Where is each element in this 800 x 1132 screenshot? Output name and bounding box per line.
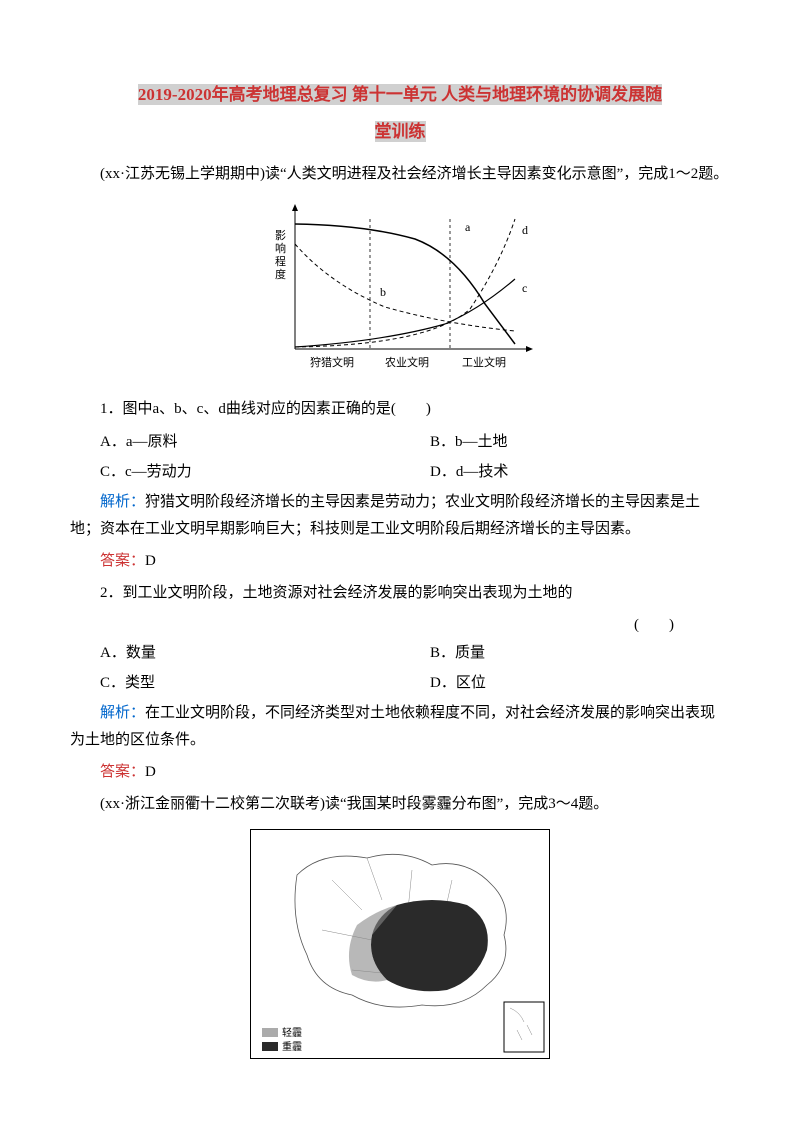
svg-text:响: 响 [275,242,286,255]
curve-d [295,219,515,347]
q1-option-d: D．d—技术 [400,458,730,487]
q2-answer-value: D [145,764,156,780]
title-text-1: 2019-2020年高考地理总复习 第十一单元 人类与地理环境的协调发展随 [138,85,662,104]
q1-answer-value: D [145,553,156,569]
q1-option-c: C．c—劳动力 [70,458,400,487]
answer-label-2: 答案： [100,764,145,780]
map-svg: 轻霾 重霾 [252,830,548,1056]
legend-light-icon [262,1028,278,1037]
q2-stem-trailing: ( ) [70,612,730,639]
q2-options-row1: A．数量 B．质量 [70,639,730,668]
q2-option-a: A．数量 [70,639,400,668]
q1-analysis: 解析：狩猎文明阶段经济增长的主导因素是劳动力；农业文明阶段经济增长的主导因素是土… [70,489,730,545]
y-axis-label: 影 [275,229,286,242]
q1-option-b: B．b—土地 [400,428,730,457]
china-map: 轻霾 重霾 [250,829,550,1059]
answer-label: 答案： [100,553,145,569]
q2-stem: 2．到工业文明阶段，土地资源对社会经济发展的影响突出表现为土地的 [70,580,730,608]
analysis-label: 解析： [100,494,145,510]
q1-answer: 答案：D [70,548,730,576]
intro2-paragraph: (xx·浙江金丽衢十二校第二次联考)读“我国某时段雾霾分布图”，完成3～4题。 [70,791,730,819]
q1-analysis-text: 狩猎文明阶段经济增长的主导因素是劳动力；农业文明阶段经济增长的主导因素是土地；资… [70,494,700,538]
label-a: a [465,220,471,234]
x-cat-1: 狩猎文明 [310,355,354,369]
legend-heavy-icon [262,1042,278,1051]
q2-option-c: C．类型 [70,669,400,698]
q2-option-d: D．区位 [400,669,730,698]
chart-svg: 影 响 程 度 a b c d 狩猎文明 农业文明 工业文明 [255,199,545,374]
x-cat-2: 农业文明 [385,355,429,369]
x-cat-3: 工业文明 [462,355,506,369]
map-inset-box [504,1002,544,1052]
line-chart: 影 响 程 度 a b c d 狩猎文明 农业文明 工业文明 [255,199,545,384]
q2-answer: 答案：D [70,759,730,787]
q2-option-b: B．质量 [400,639,730,668]
q1-options-row2: C．c—劳动力 D．d—技术 [70,458,730,487]
document-title: 2019-2020年高考地理总复习 第十一单元 人类与地理环境的协调发展随 堂训… [70,80,730,147]
chart-container: 影 响 程 度 a b c d 狩猎文明 农业文明 工业文明 [70,199,730,384]
curve-b [295,244,515,331]
label-d: d [522,223,528,237]
label-b: b [380,285,386,299]
label-c: c [522,281,527,295]
legend-light-label: 轻霾 [282,1026,302,1039]
svg-text:程: 程 [275,255,286,268]
q1-option-a: A．a—原料 [70,428,400,457]
title-line2: 堂训练 [70,117,730,148]
intro-paragraph: (xx·江苏无锡上学期期中)读“人类文明进程及社会经济增长主导因素变化示意图”，… [70,161,730,189]
map-container: 轻霾 重霾 [70,829,730,1066]
svg-text:度: 度 [275,267,286,281]
analysis-label-2: 解析： [100,705,145,721]
title-text-2: 堂训练 [375,122,426,141]
q1-options-row1: A．a—原料 B．b—土地 [70,428,730,457]
q2-analysis: 解析：在工业文明阶段，不同经济类型对土地依赖程度不同，对社会经济发展的影响突出表… [70,700,730,756]
title-line1: 2019-2020年高考地理总复习 第十一单元 人类与地理环境的协调发展随 [138,84,662,105]
curve-a [295,224,515,344]
q1-stem: 1．图中a、b、c、d曲线对应的因素正确的是( ) [70,396,730,424]
legend-heavy-label: 重霾 [282,1040,302,1053]
q2-analysis-text: 在工业文明阶段，不同经济类型对土地依赖程度不同，对社会经济发展的影响突出表现为土… [70,705,715,749]
q2-options-row2: C．类型 D．区位 [70,669,730,698]
